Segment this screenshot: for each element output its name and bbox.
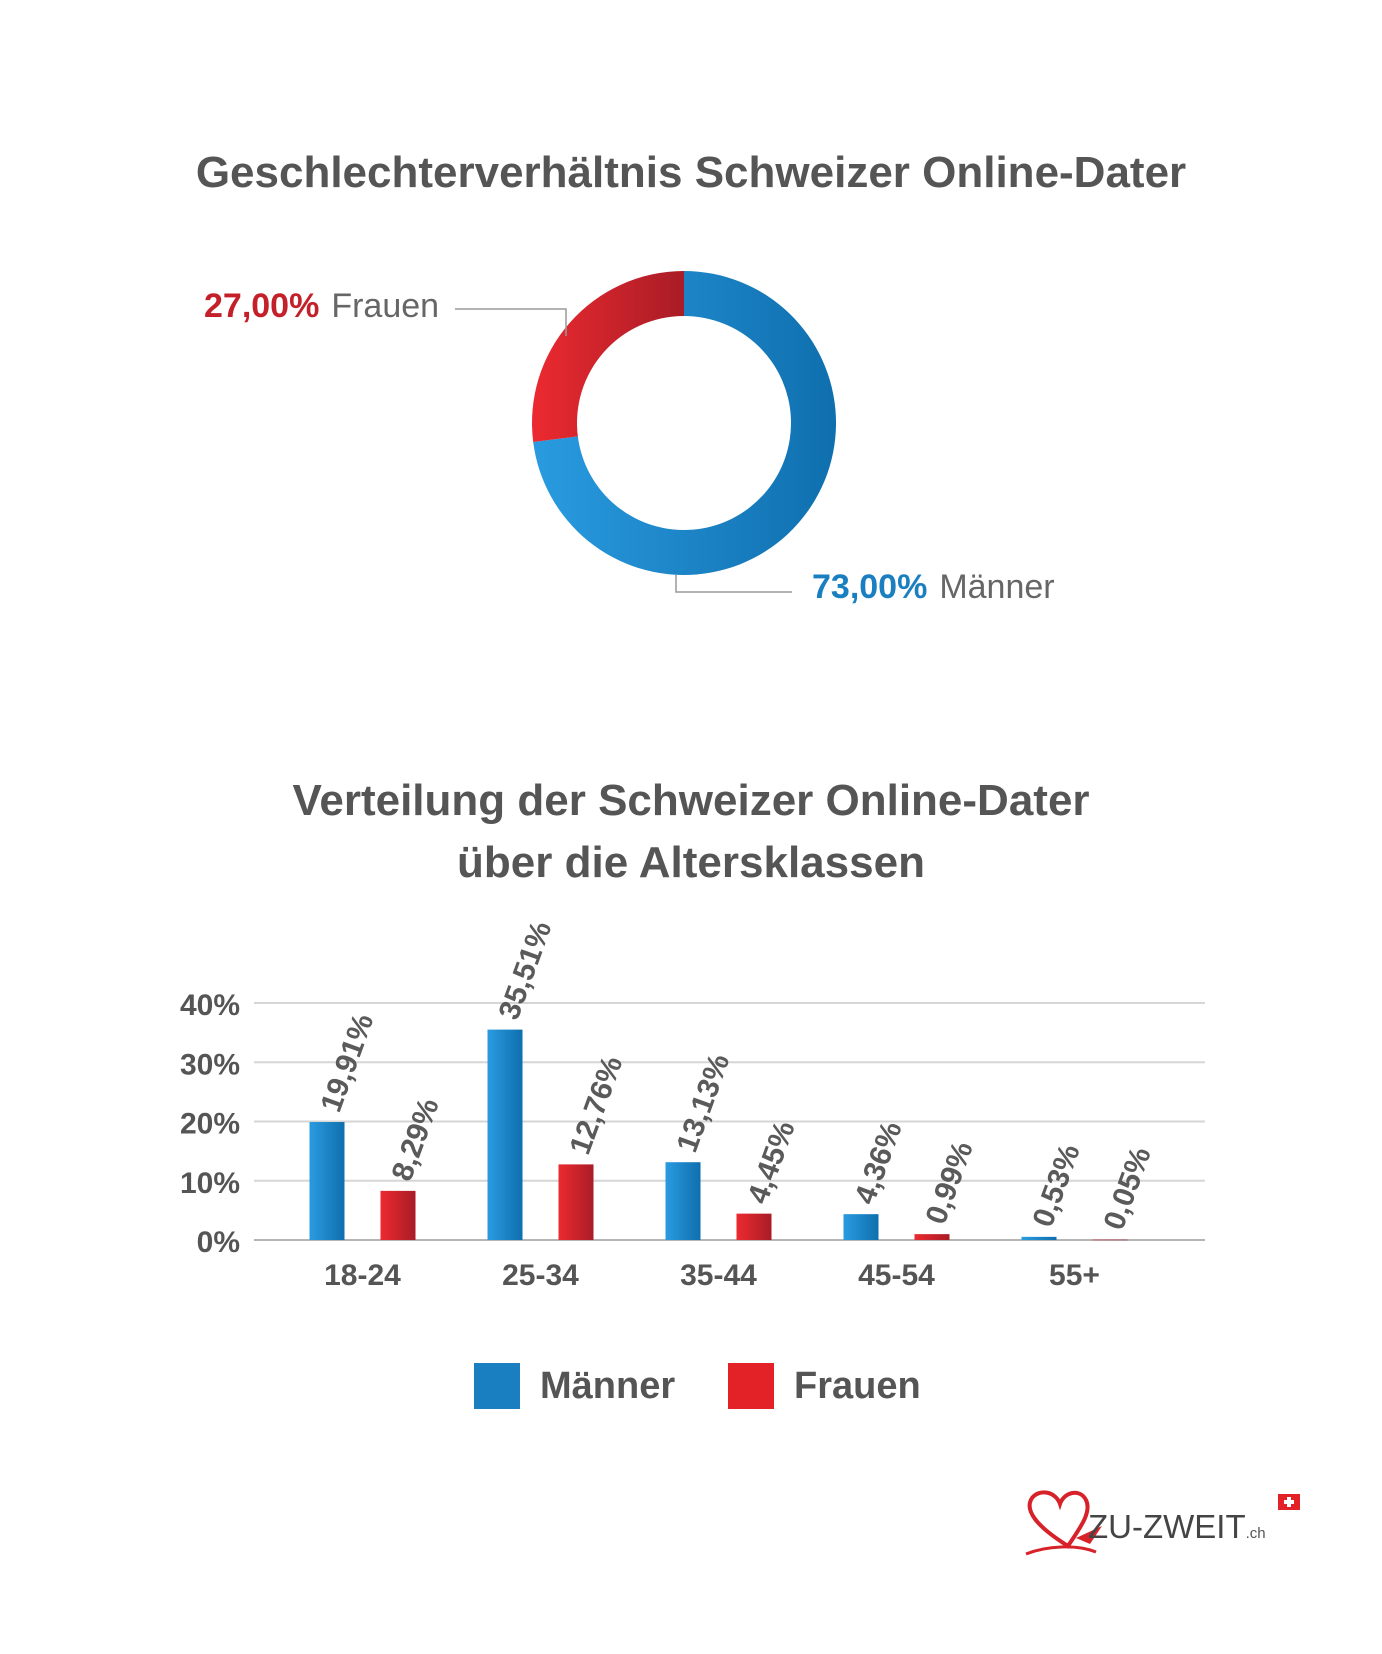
x-tick-label: 45-54: [858, 1259, 935, 1292]
bar-chart-title-line-2: über die Altersklassen: [457, 838, 925, 887]
bar-frauen: [558, 1164, 594, 1240]
legend-swatch-maenner: [474, 1363, 520, 1409]
bar-maenner: [487, 1029, 523, 1240]
data-label: 35,51%: [493, 917, 559, 1024]
pie-label-frauen-name: Frauen: [331, 287, 440, 325]
y-tick-label: 0%: [197, 1226, 240, 1259]
y-tick-label: 10%: [180, 1167, 240, 1200]
bar-chart: 0%10%20%30%40%19,91%8,29%18-2435,51%12,7…: [180, 917, 1205, 1292]
bar-chart-title: Verteilung der Schweizer Online-Dater üb…: [0, 770, 1382, 894]
data-label: 4,36%: [849, 1117, 909, 1208]
pie-label-maenner-name: Männer: [939, 568, 1055, 606]
x-tick-label: 35-44: [680, 1259, 757, 1292]
x-tick-label: 55+: [1049, 1259, 1100, 1292]
pie-slice-0: [533, 271, 836, 575]
legend-item-maenner: Männer: [474, 1362, 675, 1410]
legend-label-frauen: Frauen: [794, 1364, 921, 1407]
bar-chart-title-line-1: Verteilung der Schweizer Online-Dater: [292, 776, 1090, 825]
x-tick-label: 18-24: [324, 1259, 401, 1292]
bar-frauen: [1092, 1239, 1128, 1241]
legend-swatch-frauen: [728, 1363, 774, 1409]
leader-line-maenner: [675, 575, 792, 593]
leader-line-frauen: [455, 308, 567, 336]
pie-chart: [455, 271, 836, 593]
y-tick-label: 20%: [180, 1108, 240, 1141]
data-label: 4,45%: [742, 1117, 802, 1208]
y-tick-label: 40%: [180, 989, 240, 1022]
pie-label-frauen-percent: 27,00%: [204, 287, 320, 325]
legend-label-maenner: Männer: [540, 1364, 676, 1407]
heart-swirl-icon: [1025, 1545, 1097, 1556]
pie-slice-1: [532, 271, 684, 443]
logo-wordmark: ZU-ZWEIT: [1088, 1508, 1246, 1545]
data-label: 13,13%: [671, 1050, 737, 1157]
zu-zweit-logo: [1025, 1490, 1300, 1556]
pie-chart-title: Geschlechterverhältnis Schweizer Online-…: [195, 148, 1187, 197]
pie-label-maenner: 73,00% Männer: [812, 568, 1055, 607]
data-label: 0,99%: [920, 1137, 980, 1228]
y-tick-label: 30%: [180, 1048, 240, 1081]
pie-label-maenner-percent: 73,00%: [812, 568, 928, 606]
bar-maenner: [1021, 1236, 1057, 1240]
bar-maenner: [665, 1162, 701, 1240]
bar-frauen: [914, 1234, 950, 1240]
data-label: 12,76%: [564, 1052, 630, 1159]
paper-plane-icon: [1076, 1526, 1102, 1544]
pie-label-frauen: 27,00% Frauen: [204, 287, 439, 326]
bar-frauen: [380, 1190, 416, 1240]
data-label: 0,53%: [1027, 1140, 1087, 1231]
heart-icon: [1027, 1490, 1090, 1549]
logo-domain-suffix: .ch: [1245, 1525, 1266, 1542]
data-label: 0,05%: [1098, 1143, 1158, 1234]
logo-text: ZU-ZWEIT.ch: [1088, 1508, 1266, 1546]
bar-maenner: [843, 1214, 879, 1240]
data-label: 8,29%: [386, 1094, 446, 1185]
legend-item-frauen: Frauen: [728, 1362, 921, 1410]
x-tick-label: 25-34: [502, 1259, 579, 1292]
bar-frauen: [736, 1213, 772, 1240]
bar-maenner: [309, 1122, 345, 1240]
